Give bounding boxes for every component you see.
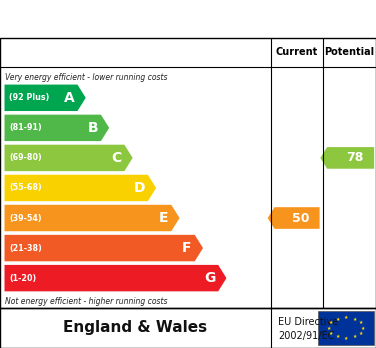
- Text: (81-91): (81-91): [9, 123, 42, 132]
- Text: (55-68): (55-68): [9, 183, 42, 192]
- Text: 50: 50: [292, 212, 309, 224]
- Polygon shape: [5, 85, 86, 111]
- Text: ★: ★: [335, 334, 340, 339]
- Text: EU Directive: EU Directive: [278, 317, 338, 327]
- Text: D: D: [133, 181, 145, 195]
- Text: A: A: [64, 91, 74, 105]
- Bar: [318, 311, 374, 345]
- Text: C: C: [111, 151, 121, 165]
- Text: ★: ★: [352, 334, 356, 339]
- Polygon shape: [5, 235, 203, 261]
- Text: E: E: [159, 211, 168, 225]
- Text: B: B: [87, 121, 98, 135]
- Text: ★: ★: [329, 321, 334, 325]
- Text: ★: ★: [344, 335, 348, 341]
- Text: (92 Plus): (92 Plus): [9, 93, 49, 102]
- Polygon shape: [5, 145, 133, 171]
- Text: Not energy efficient - higher running costs: Not energy efficient - higher running co…: [5, 297, 167, 306]
- Text: Very energy efficient - lower running costs: Very energy efficient - lower running co…: [5, 73, 167, 82]
- Text: ★: ★: [327, 325, 331, 331]
- Text: ★: ★: [358, 321, 363, 325]
- Polygon shape: [320, 147, 374, 169]
- Text: ★: ★: [358, 331, 363, 335]
- Text: England & Wales: England & Wales: [63, 321, 208, 335]
- Polygon shape: [268, 207, 320, 229]
- Text: (1-20): (1-20): [9, 274, 36, 283]
- Text: ★: ★: [352, 317, 356, 322]
- Text: ★: ★: [329, 331, 334, 335]
- Text: Energy Efficiency Rating: Energy Efficiency Rating: [68, 10, 308, 28]
- Text: ★: ★: [335, 317, 340, 322]
- Polygon shape: [5, 265, 226, 291]
- Text: 78: 78: [346, 151, 363, 164]
- Text: (39-54): (39-54): [9, 214, 42, 222]
- Text: ★: ★: [361, 325, 365, 331]
- Text: Potential: Potential: [324, 47, 375, 57]
- Text: ★: ★: [344, 315, 348, 321]
- Text: G: G: [204, 271, 215, 285]
- Text: (21-38): (21-38): [9, 244, 42, 253]
- Text: F: F: [182, 241, 192, 255]
- Text: (69-80): (69-80): [9, 153, 42, 163]
- Polygon shape: [5, 205, 180, 231]
- Polygon shape: [5, 114, 109, 141]
- Polygon shape: [5, 175, 156, 201]
- Text: 2002/91/EC: 2002/91/EC: [278, 331, 335, 341]
- Text: Current: Current: [276, 47, 318, 57]
